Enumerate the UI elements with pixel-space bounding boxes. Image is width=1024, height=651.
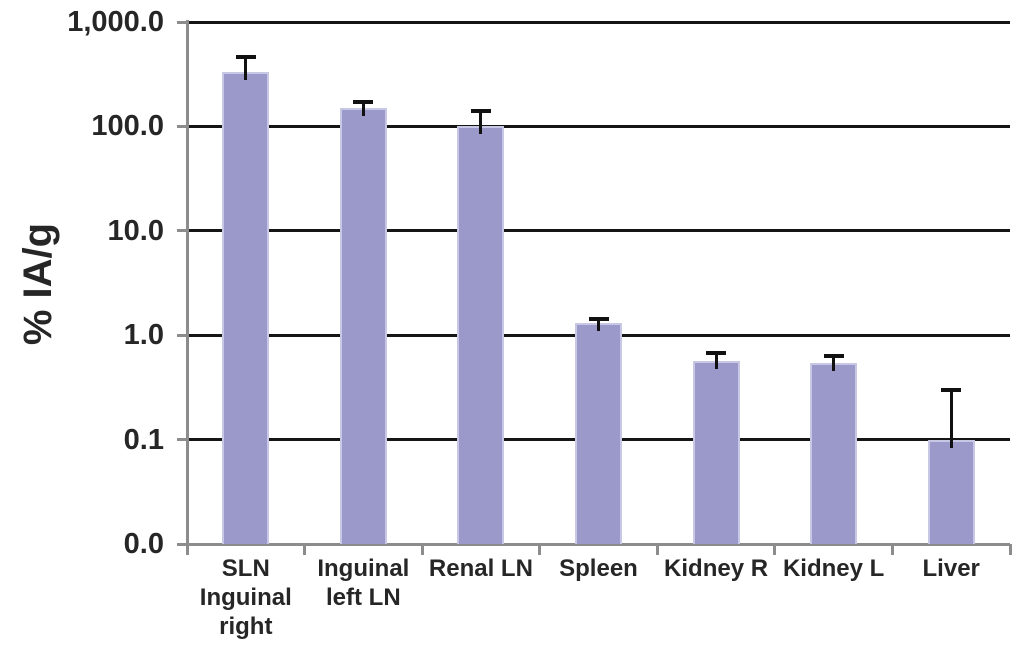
bar	[339, 108, 387, 544]
error-bar-cap	[706, 351, 727, 356]
y-tick-label: 100.0	[91, 110, 164, 143]
gridline	[187, 124, 1010, 128]
y-axis-title: % IA/g	[16, 222, 60, 346]
x-tick-label: Kidney R	[664, 555, 769, 582]
x-tick-mark	[890, 544, 894, 555]
x-tick-mark	[420, 544, 424, 555]
gridline	[187, 229, 1010, 233]
error-bar-stem	[597, 319, 600, 332]
x-tick-label: Renal LN	[428, 555, 533, 582]
error-bar-stem	[479, 111, 483, 135]
x-tick-mark	[1008, 544, 1012, 555]
y-tick-label: 1,000.0	[67, 6, 164, 38]
y-tick-mark	[177, 229, 187, 233]
bar	[575, 323, 622, 544]
y-tick-mark	[177, 124, 187, 128]
error-bar-cap	[588, 317, 609, 322]
error-bar-stem	[832, 356, 836, 372]
bar	[927, 439, 975, 544]
gridline	[187, 20, 1010, 24]
y-tick-label: 10.0	[107, 214, 164, 247]
y-tick-mark	[177, 333, 187, 337]
bar	[692, 360, 740, 544]
x-tick-label: SLN	[221, 555, 270, 582]
error-bar-cap	[941, 387, 962, 392]
y-tick-mark	[177, 438, 187, 442]
x-tick-mark	[185, 544, 189, 555]
x-tick-label: Inguinal	[317, 555, 410, 582]
bar	[457, 126, 505, 544]
x-tick-mark	[303, 544, 307, 555]
error-bar-cap	[353, 100, 374, 105]
y-axis-line	[185, 20, 189, 555]
error-bar-cap	[470, 109, 491, 114]
error-bar-stem	[244, 57, 248, 81]
x-axis-line	[177, 542, 1010, 546]
error-bar-stem	[949, 389, 953, 448]
error-bar-cap	[823, 354, 844, 359]
x-tick-mark	[773, 544, 777, 555]
y-tick-label: 1.0	[123, 319, 164, 352]
bar	[222, 72, 270, 544]
error-bar-cap	[235, 55, 256, 60]
y-tick-label: 0.1	[123, 423, 164, 456]
x-tick-label: Kidney L	[782, 555, 885, 582]
x-tick-label: Liver	[922, 555, 980, 582]
y-tick-label: 0.0	[123, 528, 164, 560]
x-tick-label: right	[219, 613, 273, 640]
x-tick-mark	[655, 544, 659, 555]
x-tick-label: left LN	[326, 584, 401, 611]
x-tick-label: Spleen	[559, 555, 638, 582]
bar	[810, 363, 858, 544]
x-tick-label: Inguinal	[199, 584, 292, 611]
y-tick-mark	[177, 20, 187, 24]
error-bar-stem	[361, 102, 365, 116]
error-bar-stem	[714, 353, 718, 369]
x-tick-mark	[538, 544, 542, 555]
